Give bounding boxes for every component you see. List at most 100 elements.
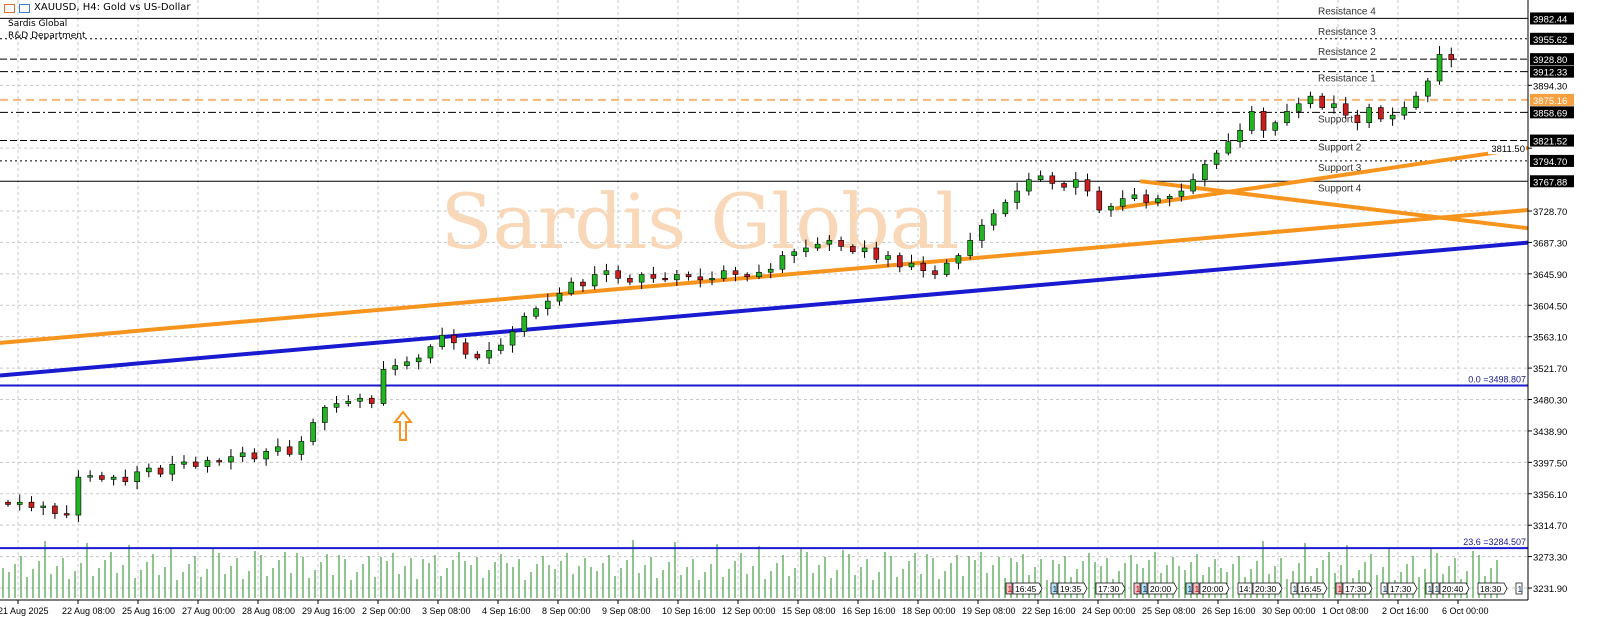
event-time-box xyxy=(1199,582,1230,595)
bearish-candle xyxy=(1342,103,1349,116)
bullish-candle xyxy=(1014,190,1020,203)
event-flag xyxy=(1515,582,1523,595)
bullish-candle xyxy=(333,403,340,408)
price-label-text: 3794.70 xyxy=(1533,157,1567,168)
bearish-candle xyxy=(850,246,856,253)
time-tick-label: 9 Sep 08:00 xyxy=(602,606,651,616)
bearish-candle xyxy=(251,452,258,460)
bearish-candle xyxy=(1354,114,1361,124)
bearish-candle xyxy=(697,276,704,281)
bullish-candle xyxy=(1389,114,1396,120)
bullish-candle xyxy=(861,247,868,253)
event-flag xyxy=(1425,582,1433,595)
time-tick-label: 22 Aug 08:00 xyxy=(62,606,115,616)
bullish-candle xyxy=(1190,179,1196,192)
time-tick-label: 26 Sep 16:00 xyxy=(1202,606,1256,616)
bullish-candle xyxy=(1155,198,1161,203)
event-time-label: 18:30 xyxy=(1480,584,1502,594)
bullish-candle xyxy=(16,501,23,505)
price-tick-label: 3894.30 xyxy=(1533,81,1567,92)
trendline-orange xyxy=(1114,145,1529,211)
bearish-candle xyxy=(28,501,35,508)
price-label-text: 3982.44 xyxy=(1533,14,1567,25)
bullish-candle xyxy=(533,308,539,317)
price-tick-label: 3645.90 xyxy=(1533,270,1567,281)
event-marker[interactable]: 1 xyxy=(1515,582,1523,595)
time-tick-label: 1 Oct 08:00 xyxy=(1322,606,1369,616)
bullish-candle xyxy=(498,344,504,351)
price-tick-label: 3397.50 xyxy=(1533,458,1567,469)
event-marker[interactable]: 18:30 xyxy=(1477,582,1508,595)
bearish-candle xyxy=(732,270,739,275)
time-tick-label: 25 Aug 16:00 xyxy=(122,606,175,616)
bullish-candle xyxy=(228,456,234,463)
bullish-candle xyxy=(1272,122,1279,131)
watermark-logo: Sardis Global xyxy=(441,177,960,266)
bullish-candle xyxy=(298,441,305,455)
event-marker[interactable]: 1 17:30 xyxy=(1380,582,1418,595)
event-count: 1 xyxy=(1143,584,1148,594)
event-flag xyxy=(1290,582,1298,595)
event-marker[interactable]: 14: 20:30 xyxy=(1237,582,1283,595)
event-marker[interactable]: 1 1 20:00 xyxy=(1133,582,1178,595)
bullish-candle xyxy=(791,251,797,256)
event-flag xyxy=(1432,582,1440,595)
bullish-candle xyxy=(990,213,997,226)
bearish-candle xyxy=(1096,190,1103,211)
event-time-label: 17:30 xyxy=(1345,584,1367,594)
bearish-candle xyxy=(1260,111,1267,131)
event-marker[interactable]: 17:30 xyxy=(1095,582,1126,595)
event-marker[interactable]: 1 16:45 xyxy=(1005,582,1043,595)
bearish-candle xyxy=(52,505,58,514)
bullish-candle xyxy=(603,270,610,275)
event-time-box xyxy=(1057,582,1088,595)
event-marker[interactable]: 1 1 20:40 xyxy=(1425,582,1470,595)
bullish-candle xyxy=(1413,95,1419,108)
price-label-box xyxy=(1530,93,1574,106)
bullish-candle xyxy=(967,240,973,256)
trendline-orange xyxy=(1139,179,1529,231)
time-tick-label: 19 Sep 08:00 xyxy=(962,606,1016,616)
bullish-candle xyxy=(1225,141,1232,154)
price-label-box xyxy=(1530,12,1574,25)
bullish-candle xyxy=(181,461,187,465)
price-tick-label: 3480.30 xyxy=(1533,396,1567,407)
bullish-candle xyxy=(521,315,528,332)
bearish-candle xyxy=(474,353,481,359)
bearish-candle xyxy=(744,274,751,278)
chart-window-icon[interactable] xyxy=(4,3,15,13)
time-tick-label: 25 Sep 08:00 xyxy=(1142,606,1196,616)
bearish-candle xyxy=(838,240,844,247)
price-tick-label-bg xyxy=(1488,142,1526,155)
bullish-candle xyxy=(380,369,387,404)
event-time-label: 20:00 xyxy=(1150,584,1172,594)
time-tick-label: 12 Sep 00:00 xyxy=(722,606,776,616)
event-marker[interactable]: 1 19:35 xyxy=(1050,582,1088,595)
event-count: 1 xyxy=(1195,584,1200,594)
bearish-candle xyxy=(662,278,668,281)
event-marker[interactable]: 1 16:45 xyxy=(1290,582,1328,595)
event-time-label: 20:00 xyxy=(1202,584,1224,594)
bullish-candle xyxy=(509,331,516,346)
price-label-box xyxy=(1530,134,1574,147)
event-time-box xyxy=(1012,582,1043,595)
time-tick-label: 28 Aug 08:00 xyxy=(242,606,295,616)
price-tick-label: 3438.90 xyxy=(1533,427,1567,438)
event-marker[interactable]: 1 17:30 xyxy=(1335,582,1373,595)
event-time-label: 20:40 xyxy=(1442,584,1464,594)
price-tick-label: 3563.10 xyxy=(1533,333,1567,344)
price-label-text: 3875.16 xyxy=(1533,96,1567,107)
price-label-text: 3955.62 xyxy=(1533,35,1567,46)
price-label-box xyxy=(1530,106,1574,119)
bullish-candle xyxy=(1401,107,1408,116)
price-tick-label: 3687.30 xyxy=(1533,238,1567,249)
event-time-label: 16:45 xyxy=(1300,584,1322,594)
event-count: 1 xyxy=(1383,584,1388,594)
bearish-candle xyxy=(1448,54,1455,61)
symbol-icon[interactable] xyxy=(19,3,30,13)
event-marker[interactable]: 1 1 20:00 xyxy=(1185,582,1230,595)
bullish-candle xyxy=(1331,103,1337,108)
level-label: Support 2 xyxy=(1318,143,1362,154)
level-label: Support 4 xyxy=(1318,183,1362,194)
